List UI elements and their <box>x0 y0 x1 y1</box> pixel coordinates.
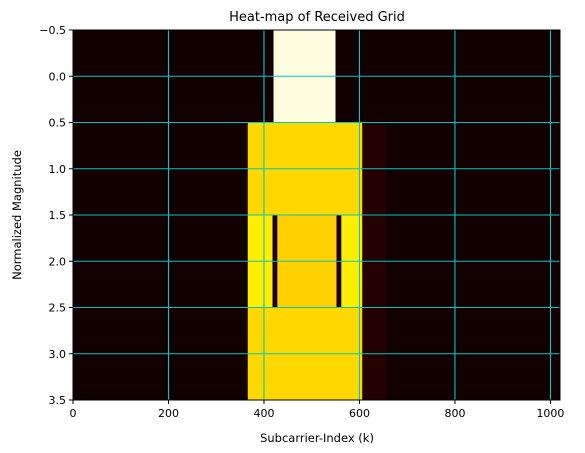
y-tick-label: 3.0 <box>49 348 67 361</box>
y-tick-label: 1.0 <box>49 163 67 176</box>
y-axis: −0.5 0.0 0.5 1.0 1.5 2.0 2.5 3.0 3.5 <box>39 24 73 407</box>
y-tick-label: 3.5 <box>49 394 67 407</box>
y-tick-label: 0.5 <box>49 117 67 130</box>
x-tick-label: 0 <box>70 407 77 420</box>
chart-title: Heat-map of Received Grid <box>229 10 405 25</box>
x-tick-label: 200 <box>158 407 179 420</box>
y-tick-label: 0.0 <box>49 70 67 83</box>
x-tick-label: 600 <box>349 407 370 420</box>
x-axis: 0 200 400 600 800 1000 <box>70 400 564 420</box>
y-tick-label: −0.5 <box>39 24 66 37</box>
y-tick-label: 1.5 <box>49 209 67 222</box>
y-tick-label: 2.0 <box>49 255 67 268</box>
y-axis-label: Normalized Magnitude <box>10 150 24 280</box>
grid-lines <box>73 30 560 400</box>
x-tick-label: 800 <box>444 407 465 420</box>
y-tick-label: 2.5 <box>49 302 67 315</box>
x-tick-label: 400 <box>253 407 274 420</box>
x-tick-label: 1000 <box>536 407 564 420</box>
x-axis-label: Subcarrier-Index (k) <box>260 431 374 445</box>
